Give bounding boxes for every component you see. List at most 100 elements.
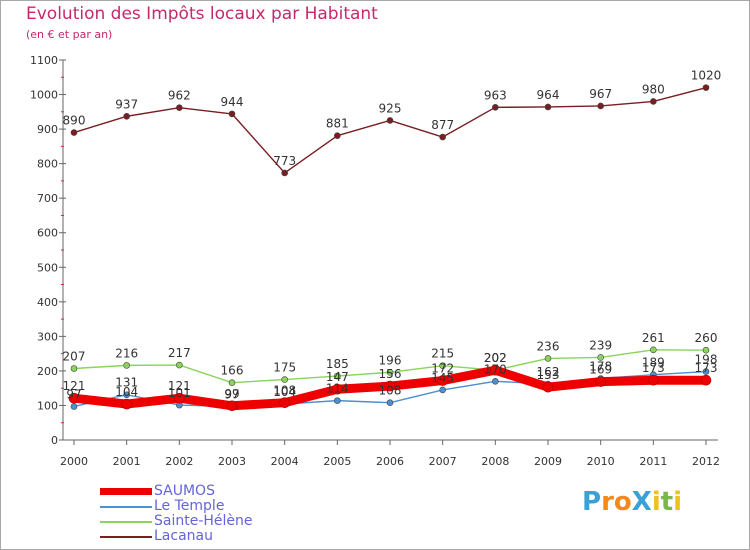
data-label: 877: [431, 118, 454, 132]
legend-label: Sainte-Hélène: [154, 513, 253, 529]
data-label: 104: [273, 385, 296, 399]
data-point: [332, 383, 343, 395]
data-point: [384, 380, 396, 392]
data-point: [386, 399, 394, 406]
data-point: [702, 368, 710, 375]
data-point: [281, 376, 288, 383]
x-tick-label: 2011: [639, 455, 667, 468]
data-label: 890: [63, 114, 86, 128]
data-label: 108: [273, 384, 296, 398]
data-point: [70, 129, 78, 136]
data-label: 216: [115, 346, 138, 360]
data-label: 169: [589, 363, 612, 377]
data-point: [702, 84, 710, 91]
y-tick-label: 0: [51, 434, 58, 447]
chart-title: Evolution des Impôts locaux par Habitant: [26, 4, 378, 24]
data-label: 153: [537, 368, 560, 382]
data-label: 937: [115, 97, 138, 111]
y-tick-label: 800: [37, 158, 58, 171]
data-point: [123, 391, 130, 399]
data-point: [492, 104, 499, 111]
data-point: [121, 398, 132, 410]
legend-label: SAUMOS: [154, 483, 215, 499]
data-label: 261: [642, 331, 665, 345]
data-point: [70, 365, 78, 372]
logo-letter: i: [651, 487, 661, 517]
data-point: [439, 133, 446, 141]
data-label: 172: [431, 362, 454, 376]
data-point: [595, 376, 606, 387]
logo-letter: t: [660, 487, 674, 517]
data-point: [700, 374, 712, 386]
data-label: 217: [168, 346, 191, 360]
x-tick-label: 2004: [271, 455, 299, 468]
data-point: [597, 102, 604, 110]
data-point: [70, 403, 78, 410]
x-tick-label: 2009: [534, 455, 562, 468]
data-label: 121: [168, 379, 191, 393]
data-label: 202: [484, 351, 507, 365]
data-label: 97: [224, 387, 239, 401]
data-label: 97: [66, 387, 81, 401]
legend-swatch: [100, 536, 152, 538]
data-point: [437, 375, 448, 386]
x-tick-label: 2007: [429, 455, 457, 468]
data-label: 773: [273, 154, 296, 168]
y-tick-label: 400: [37, 296, 58, 309]
data-label: 964: [537, 88, 560, 102]
y-tick-label: 500: [37, 261, 58, 274]
data-label: 185: [326, 357, 349, 371]
legend-swatch: [100, 506, 152, 508]
y-tick-label: 1000: [30, 89, 58, 102]
data-label: 178: [589, 360, 612, 374]
data-label: 944: [221, 95, 244, 109]
data-label: 260: [695, 331, 718, 345]
logo-letter: i: [673, 487, 683, 517]
y-tick-label: 1100: [30, 54, 58, 67]
y-tick-label: 700: [37, 192, 58, 205]
data-point: [544, 355, 552, 362]
data-label: 980: [642, 82, 665, 96]
legend-swatch: [100, 521, 152, 523]
x-tick-label: 2001: [113, 455, 141, 468]
x-tick-label: 2000: [60, 455, 88, 468]
x-tick-label: 2012: [692, 455, 720, 468]
data-label: 173: [695, 361, 718, 375]
y-tick-label: 900: [37, 123, 58, 136]
data-label: 101: [168, 386, 191, 400]
data-point: [544, 103, 552, 111]
data-label: 236: [537, 339, 560, 353]
data-point: [228, 379, 236, 386]
legend-swatch: [100, 488, 152, 495]
data-label: 166: [221, 364, 244, 378]
data-point: [226, 400, 238, 412]
data-point: [439, 386, 446, 394]
data-point: [650, 98, 657, 105]
y-tick-label: 300: [37, 330, 58, 343]
data-label: 967: [589, 87, 612, 101]
data-label: 99: [224, 387, 239, 401]
y-tick-label: 600: [37, 227, 58, 240]
data-label: 162: [537, 365, 560, 379]
data-point: [492, 377, 499, 385]
data-label: 175: [273, 361, 296, 375]
data-labels: 121 104 121 99 108 147 156 172 202 153 169 173 173 97…: [63, 69, 722, 402]
data-point: [648, 374, 659, 386]
x-tick-label: 2008: [481, 455, 509, 468]
data-label: 173: [642, 361, 665, 375]
data-label: 145: [431, 371, 454, 385]
logo-letter: X: [631, 487, 652, 517]
data-point: [334, 372, 341, 380]
data-label: 189: [642, 356, 665, 370]
data-point: [176, 361, 183, 369]
y-tick-label: 200: [37, 365, 58, 378]
data-label: 170: [484, 362, 507, 376]
data-label: 239: [589, 338, 612, 352]
data-point: [123, 113, 130, 120]
data-label: 196: [379, 353, 402, 367]
x-tick-label: 2010: [587, 455, 615, 468]
data-label: 156: [379, 367, 402, 381]
data-label: 114: [326, 382, 349, 396]
data-point: [123, 362, 130, 369]
data-point: [176, 104, 183, 111]
